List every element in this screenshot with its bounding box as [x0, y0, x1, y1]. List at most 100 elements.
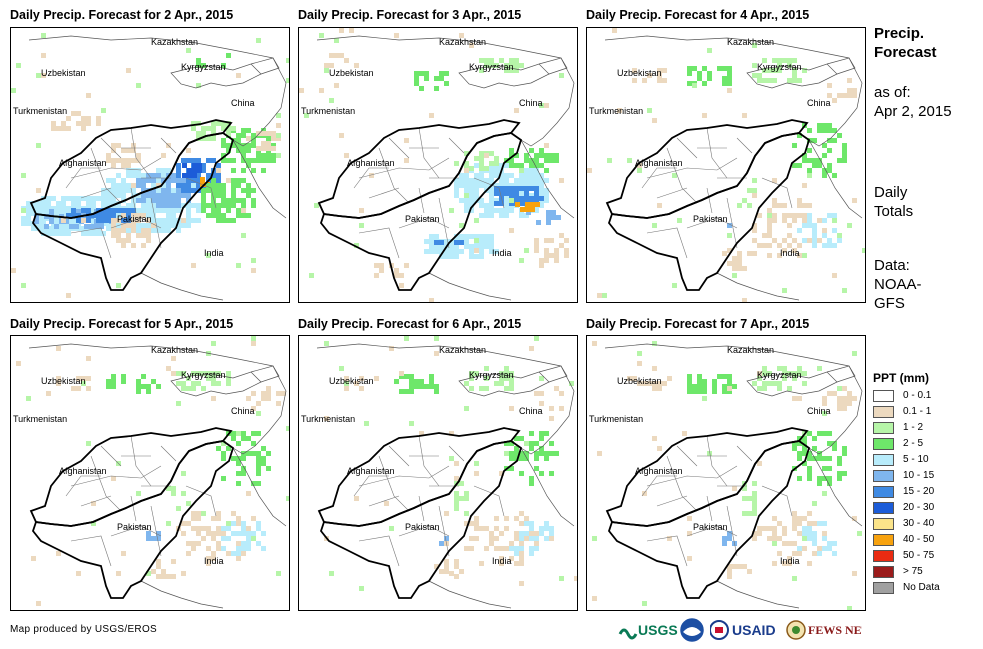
precip-cell: [479, 58, 484, 63]
precip-cell: [256, 131, 261, 136]
precip-cell: [354, 63, 359, 68]
precip-cell: [657, 78, 662, 83]
legend-label: 40 - 50: [903, 534, 935, 545]
precip-cell: [256, 401, 261, 406]
precip-cell: [504, 173, 509, 178]
precip-cell: [176, 506, 181, 511]
precip-cell: [231, 168, 236, 173]
precip-cell: [141, 183, 146, 188]
precip-cell: [186, 178, 191, 183]
precip-cell: [504, 183, 509, 188]
precip-cell: [236, 551, 241, 556]
precip-cell: [592, 341, 597, 346]
precip-cell: [106, 226, 111, 231]
precip-cell: [126, 223, 131, 228]
precip-cell: [197, 163, 202, 168]
precip-cell: [722, 536, 727, 541]
precip-cell: [206, 203, 211, 208]
precip-cell: [504, 451, 509, 456]
precip-cell: [161, 153, 166, 158]
precip-cell: [722, 541, 727, 546]
precip-cell: [241, 208, 246, 213]
precip-cell: [489, 208, 494, 213]
precip-cell: [146, 571, 151, 576]
precip-cell: [524, 531, 529, 536]
precip-cell: [637, 381, 642, 386]
precip-cell: [156, 536, 161, 541]
precip-cell: [404, 389, 409, 394]
precip-cell: [221, 138, 226, 143]
precip-cell: [827, 431, 832, 436]
precip-cell: [201, 131, 206, 136]
precip-cell: [271, 146, 276, 151]
precip-cell: [206, 158, 211, 163]
province-border: [70, 535, 112, 567]
precip-cell: [424, 384, 429, 389]
precip-cell: [489, 173, 494, 178]
precip-cell: [802, 461, 807, 466]
precip-cell: [489, 198, 494, 203]
precip-cell: [559, 233, 564, 238]
precip-cell: [146, 228, 151, 233]
precip-cell: [201, 163, 206, 168]
precip-cell: [546, 220, 551, 225]
precip-cell: [216, 546, 221, 551]
country-label: India: [204, 248, 224, 258]
usaid-logo-icon: USAID: [710, 620, 776, 640]
precip-cell: [434, 76, 439, 81]
precip-cell: [504, 516, 509, 521]
precip-cell: [111, 228, 116, 233]
precip-cell: [535, 202, 540, 207]
usaid-logo: USAID: [710, 618, 786, 642]
precip-cell: [81, 218, 86, 223]
precip-cell: [106, 379, 111, 384]
precip-cell: [261, 141, 266, 146]
precip-cell: [519, 531, 524, 536]
precip-cell: [419, 379, 424, 384]
map-canvas: KazakhstanUzbekistanKyrgyzstanTurkmenist…: [13, 336, 289, 609]
precip-cell: [196, 83, 201, 88]
precip-cell: [484, 178, 489, 183]
precip-cell: [394, 273, 399, 278]
precip-cell: [464, 239, 469, 244]
precip-cell: [474, 183, 479, 188]
precip-cell: [539, 203, 544, 208]
precip-cell: [469, 183, 474, 188]
precip-cell: [344, 376, 349, 381]
precip-cell: [752, 536, 757, 541]
precip-cell: [251, 158, 256, 163]
precip-cell: [767, 208, 772, 213]
precip-cell: [76, 111, 81, 116]
precip-cell: [777, 551, 782, 556]
precip-cell: [530, 207, 535, 212]
precip-cell: [161, 218, 166, 223]
precip-cell: [544, 178, 549, 183]
precip-cell: [519, 193, 524, 198]
precip-cell: [211, 371, 216, 376]
legend-label: 20 - 30: [903, 502, 935, 513]
precip-cell: [812, 238, 817, 243]
precip-cell: [842, 93, 847, 98]
country-border: [140, 139, 287, 301]
precip-cell: [146, 536, 151, 541]
precip-cell: [827, 138, 832, 143]
precip-cell: [226, 521, 231, 526]
precip-cell: [211, 556, 216, 561]
precip-cell: [847, 223, 852, 228]
precip-cell: [752, 531, 757, 536]
precip-cell: [454, 461, 459, 466]
country-label: Turkmenistan: [589, 414, 643, 424]
precip-cell: [509, 381, 514, 386]
precip-cell: [499, 201, 504, 206]
precip-cell: [544, 158, 549, 163]
precip-cell: [837, 238, 842, 243]
precip-cell: [86, 386, 91, 391]
precip-cell: [489, 188, 494, 193]
precip-cell: [862, 248, 865, 253]
precip-cell: [529, 476, 534, 481]
precip-cell: [276, 113, 281, 118]
precip-cell: [772, 238, 777, 243]
precip-cell: [652, 366, 657, 371]
pakistan-border: [31, 132, 235, 291]
precip-cell: [529, 446, 534, 451]
